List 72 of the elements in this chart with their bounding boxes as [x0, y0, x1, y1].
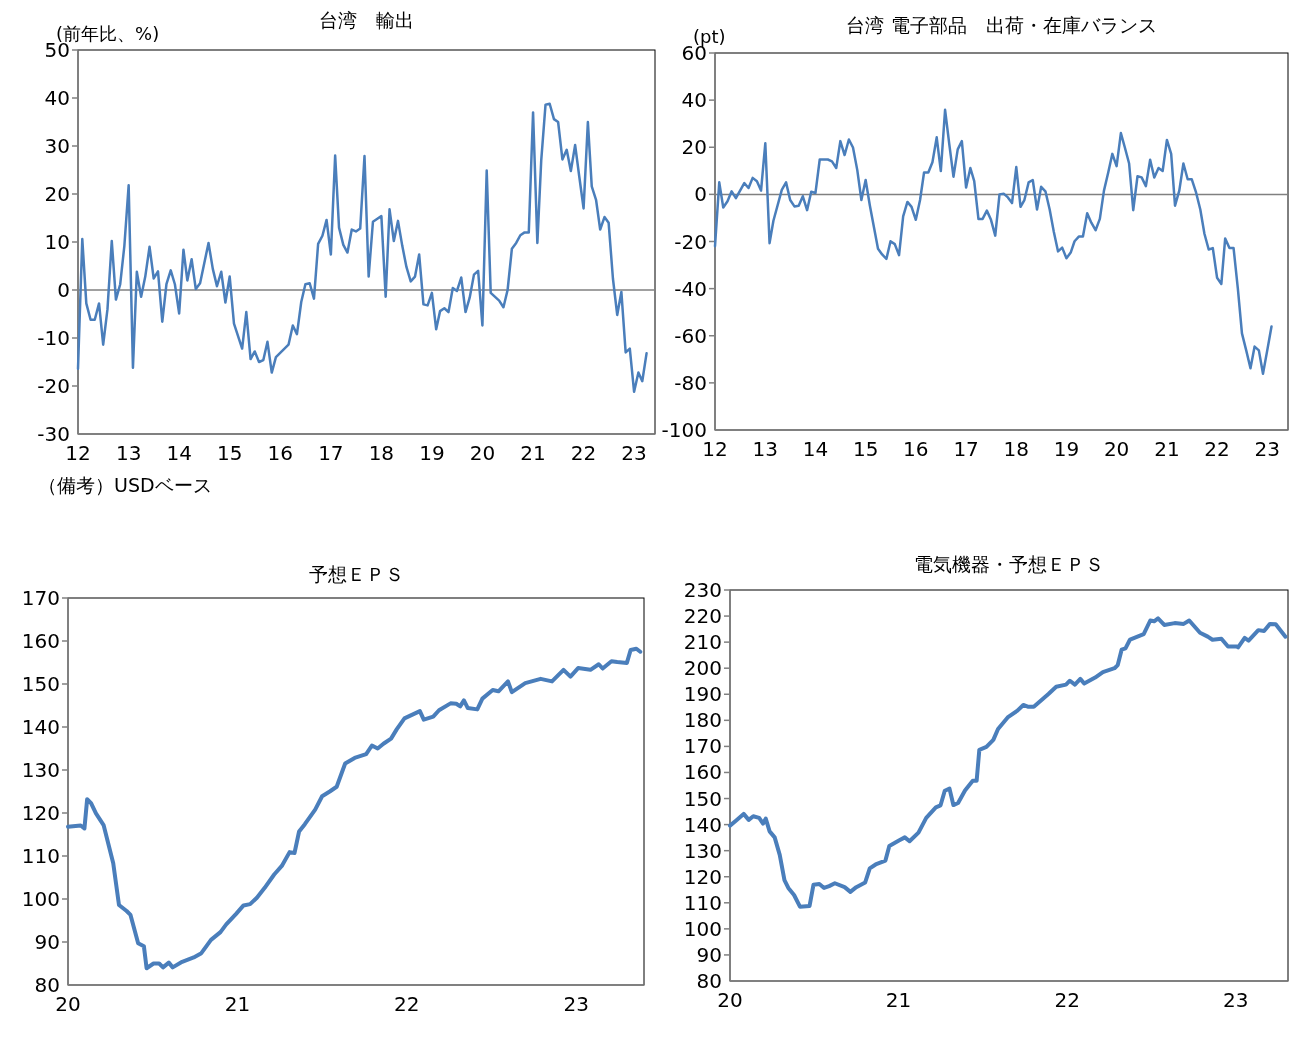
y-tick-label: 30: [44, 134, 70, 158]
x-tick-label: 18: [368, 441, 395, 465]
y-tick-label: -60: [674, 323, 707, 348]
x-tick-label: 17: [953, 437, 979, 461]
y-tick-label: 0: [694, 182, 707, 207]
y-tick-label: 150: [683, 786, 722, 811]
x-tick-label: 21: [520, 441, 546, 465]
x-tick-label: 15: [852, 437, 879, 461]
y-tick-label: 90: [34, 930, 60, 954]
y-tick-label: 150: [21, 672, 60, 696]
x-tick-label: 15: [216, 441, 243, 465]
y-tick-label: 130: [21, 758, 60, 782]
y-tick-label: 90: [696, 942, 722, 967]
y-tick-label: 110: [683, 890, 722, 915]
y-tick-label: 180: [683, 708, 722, 733]
x-tick-label: 23: [563, 992, 589, 1016]
x-tick-label: 21: [1154, 437, 1180, 461]
y-tick-label: 40: [681, 88, 707, 113]
chart-title: 予想ＥＰＳ: [308, 563, 404, 585]
y-tick-label: 230: [683, 578, 722, 602]
x-tick-label: 22: [1204, 437, 1230, 461]
y-tick-label: 220: [683, 604, 722, 629]
x-tick-label: 18: [1003, 437, 1029, 461]
chart-title: 台湾 輸出: [319, 9, 414, 31]
x-tick-label: 23: [1254, 437, 1280, 461]
x-tick-label: 16: [267, 441, 293, 465]
y-tick-label: -40: [674, 276, 707, 301]
y-tick-label: 80: [34, 973, 60, 997]
y-tick-label: 20: [681, 135, 707, 160]
y-tick-label: -10: [37, 326, 70, 350]
y-tick-label: 210: [683, 630, 722, 655]
x-tick-label: 23: [621, 441, 647, 465]
y-tick-label: 140: [683, 812, 722, 837]
y-tick-label: 200: [683, 656, 722, 681]
x-tick-label: 22: [570, 441, 597, 465]
y-tick-label: -20: [37, 374, 70, 398]
y-tick-label: 10: [44, 230, 70, 254]
y-tick-label: 20: [44, 182, 70, 206]
y-tick-label: 190: [683, 682, 722, 707]
y-tick-label: -80: [674, 370, 707, 395]
x-tick-label: 21: [885, 988, 912, 1012]
y-tick-label: 130: [683, 838, 722, 863]
x-tick-label: 20: [1103, 437, 1130, 461]
x-tick-label: 13: [115, 441, 142, 465]
x-tick-label: 22: [394, 992, 420, 1016]
y-tick-label: 100: [21, 887, 60, 911]
y-tick-label: 170: [683, 734, 722, 759]
x-tick-label: 14: [166, 441, 192, 465]
x-tick-label: 17: [318, 441, 344, 465]
x-tick-label: 19: [419, 441, 445, 465]
x-tick-label: 23: [1223, 988, 1249, 1012]
x-tick-label: 20: [469, 441, 496, 465]
y-tick-label: 110: [21, 844, 60, 868]
y-tick-label: 160: [21, 629, 60, 653]
y-tick-label: 0: [57, 278, 70, 302]
text: （備考）USDベース: [38, 474, 212, 496]
chart-title: 台湾 電子部品 出荷・在庫バランス: [846, 14, 1157, 36]
chart-title: 電気機器・予想ＥＰＳ: [914, 553, 1104, 575]
y-tick-label: 120: [683, 864, 722, 889]
y-tick-label: 160: [683, 760, 722, 785]
y-tick-label: 120: [21, 801, 60, 825]
x-tick-label: 13: [752, 437, 779, 461]
y-tick-label: 100: [683, 916, 722, 941]
y-tick-label: -20: [674, 229, 707, 254]
x-tick-label: 21: [224, 992, 251, 1016]
y-tick-label: 170: [21, 586, 60, 610]
y-tick-label: 40: [44, 86, 70, 110]
x-tick-label: 22: [1054, 988, 1080, 1012]
y-tick-label: 140: [21, 715, 60, 739]
x-tick-label: 19: [1053, 437, 1080, 461]
x-tick-label: 16: [903, 437, 929, 461]
x-tick-label: 14: [802, 437, 829, 461]
